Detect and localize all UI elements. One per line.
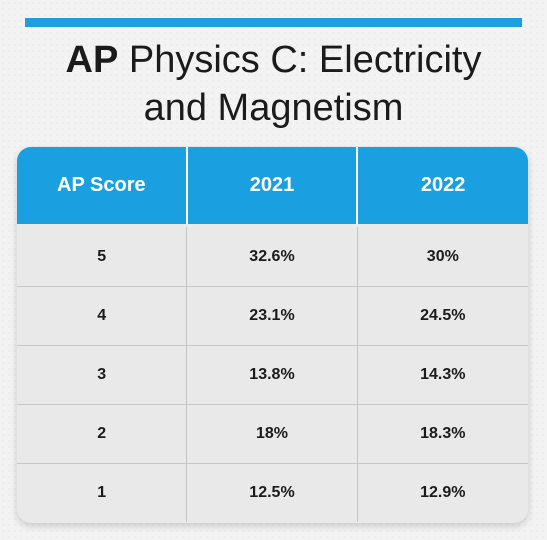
table-body: 5 32.6% 30% 4 23.1% 24.5% 3 13.8% 14.3% …: [17, 224, 528, 522]
percent-2021-cell: 32.6%: [186, 227, 356, 286]
percent-2021-cell: 12.5%: [186, 464, 356, 522]
score-cell: 1: [97, 484, 107, 501]
percent-2022-cell: 30%: [356, 227, 528, 286]
header-2022: 2022: [356, 147, 528, 224]
score-cell: 3: [97, 366, 107, 383]
score-table: AP Score 2021 2022 5 32.6% 30% 4 23.1% 2…: [17, 147, 528, 523]
percent-2022-cell: 14.3%: [356, 346, 528, 404]
header-ap-score: AP Score: [57, 174, 146, 196]
score-cell: 4: [97, 307, 107, 324]
table-row: 5 32.6% 30%: [17, 227, 528, 286]
percent-2021-cell: 13.8%: [186, 346, 356, 404]
percent-2022-cell: 24.5%: [356, 287, 528, 345]
score-cell: 2: [97, 425, 107, 442]
accent-bar: [25, 18, 522, 27]
percent-2021-cell: 18%: [186, 405, 356, 463]
table-row: 2 18% 18.3%: [17, 404, 528, 463]
table-row: 4 23.1% 24.5%: [17, 286, 528, 345]
table-row: 3 13.8% 14.3%: [17, 345, 528, 404]
table-row: 1 12.5% 12.9%: [17, 463, 528, 522]
title-line2: and Magnetism: [143, 87, 404, 129]
title-bold: AP: [65, 39, 119, 81]
percent-2021-cell: 23.1%: [186, 287, 356, 345]
page-title: AP Physics C: Electricity and Magnetism: [0, 36, 547, 132]
percent-2022-cell: 18.3%: [356, 405, 528, 463]
header-2021: 2021: [185, 147, 357, 224]
percent-2022-cell: 12.9%: [356, 464, 528, 522]
table-header: AP Score 2021 2022: [17, 147, 528, 224]
title-line1: Physics C: Electricity: [118, 39, 482, 81]
score-cell: 5: [97, 247, 107, 265]
